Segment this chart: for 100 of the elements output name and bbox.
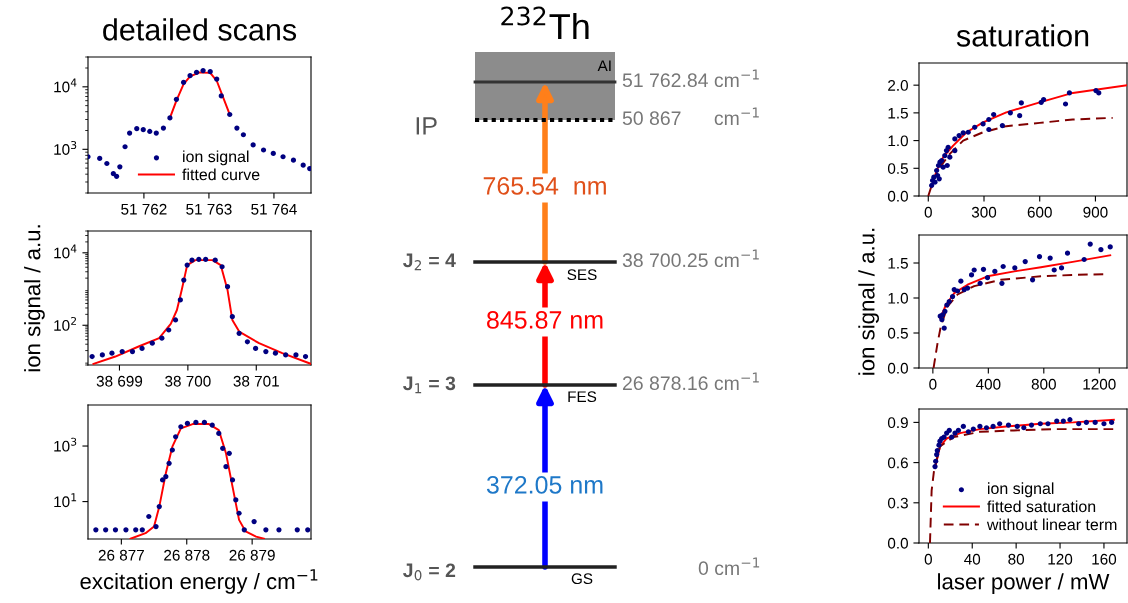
point bbox=[117, 164, 123, 170]
x-tick-label: 51 762 bbox=[121, 203, 167, 215]
point bbox=[184, 420, 190, 427]
point bbox=[1012, 265, 1018, 271]
y-tick-label: 0.0 bbox=[887, 362, 908, 374]
point bbox=[1058, 265, 1065, 271]
y-tick-label: 10$^{1}$ bbox=[54, 493, 77, 508]
y-tick-label: 2.0 bbox=[888, 80, 908, 91]
point bbox=[1021, 425, 1027, 431]
text: FES bbox=[568, 391, 597, 403]
point bbox=[110, 171, 116, 177]
point bbox=[986, 116, 992, 123]
point bbox=[965, 129, 971, 135]
y-tick-label: 10$^{2}$ bbox=[54, 316, 77, 331]
point bbox=[305, 527, 311, 533]
x-tick-label: 26 877 bbox=[98, 549, 144, 561]
point bbox=[159, 477, 166, 483]
x-tick-label: 0 bbox=[924, 553, 932, 565]
point bbox=[955, 427, 961, 434]
point bbox=[99, 352, 105, 358]
legend-label: ion signal bbox=[988, 482, 1054, 498]
point bbox=[952, 147, 958, 154]
text: J$_{0}$ = 2 bbox=[403, 563, 456, 581]
y-tick-label: 10$^{4}$ bbox=[54, 78, 77, 93]
point bbox=[290, 157, 297, 163]
point bbox=[1101, 421, 1107, 427]
point bbox=[201, 419, 207, 426]
point bbox=[980, 266, 987, 272]
point bbox=[146, 513, 152, 520]
point bbox=[214, 76, 220, 82]
point bbox=[942, 152, 948, 159]
point bbox=[1029, 277, 1036, 283]
point bbox=[153, 130, 159, 136]
point bbox=[1076, 421, 1082, 427]
point bbox=[119, 348, 125, 355]
x-axis-title: laser power / mW bbox=[938, 573, 1110, 594]
x-tick-label: 800 bbox=[1031, 378, 1056, 390]
x-tick-label: 26 879 bbox=[229, 549, 275, 561]
y-tick-label: 0.5 bbox=[887, 327, 908, 339]
point bbox=[1064, 250, 1071, 256]
text: $^{232}$Th bbox=[501, 6, 589, 40]
point bbox=[250, 142, 256, 148]
point bbox=[933, 458, 939, 464]
point bbox=[193, 419, 199, 426]
point bbox=[252, 345, 259, 351]
x-tick-label: 38 700 bbox=[165, 375, 211, 387]
text: J$_{1}$ = 3 bbox=[403, 376, 456, 394]
point bbox=[999, 123, 1005, 129]
point bbox=[952, 136, 958, 142]
point bbox=[104, 160, 110, 167]
point bbox=[1081, 256, 1087, 263]
point bbox=[103, 527, 109, 533]
point bbox=[1083, 419, 1089, 425]
y-tick-label: 0.9 bbox=[887, 417, 908, 429]
point bbox=[159, 335, 165, 341]
point bbox=[983, 425, 990, 431]
point bbox=[219, 264, 225, 270]
point bbox=[109, 350, 115, 356]
x-tick-label: 0 bbox=[929, 378, 937, 390]
point bbox=[941, 325, 947, 331]
legend-label: ion signal bbox=[183, 150, 249, 166]
point bbox=[112, 527, 119, 533]
y-tick-label: 10$^{4}$ bbox=[54, 244, 77, 259]
point bbox=[203, 256, 209, 263]
point bbox=[166, 327, 172, 333]
point bbox=[263, 527, 269, 533]
point bbox=[97, 155, 103, 162]
point bbox=[1022, 259, 1028, 265]
point bbox=[93, 527, 99, 533]
text: 372.05 nm bbox=[486, 476, 603, 494]
x-tick-label: 26 878 bbox=[164, 549, 210, 561]
point bbox=[977, 280, 983, 286]
point bbox=[153, 523, 159, 530]
y-axis-title: ion signal / a.u. bbox=[24, 225, 45, 372]
x-tick-label: 51 763 bbox=[186, 203, 232, 215]
point bbox=[971, 267, 977, 273]
x-tick-label: 1200 bbox=[1083, 378, 1116, 390]
x-tick-label: 38 701 bbox=[233, 375, 279, 387]
y-tick-label: 0.0 bbox=[887, 190, 908, 202]
text: AI bbox=[597, 60, 611, 71]
x-tick-label: 400 bbox=[975, 378, 1001, 390]
point bbox=[180, 79, 187, 86]
text: SES bbox=[567, 269, 597, 281]
y-tick-label: 0.6 bbox=[887, 457, 908, 469]
x-tick-label: 38 699 bbox=[96, 375, 143, 387]
point bbox=[300, 162, 306, 168]
point bbox=[1062, 101, 1069, 107]
x-tick-label: 300 bbox=[971, 206, 997, 218]
text: 0 cm$^{−1}$ bbox=[698, 557, 760, 576]
point bbox=[236, 510, 242, 516]
point bbox=[223, 464, 229, 470]
point bbox=[229, 477, 236, 483]
point bbox=[149, 340, 155, 346]
point bbox=[139, 527, 145, 533]
point bbox=[977, 423, 983, 430]
x-tick-label: 600 bbox=[1027, 206, 1052, 218]
point bbox=[272, 350, 279, 356]
chart-title: detailed scans bbox=[103, 18, 297, 41]
point bbox=[956, 133, 962, 139]
point bbox=[240, 132, 246, 138]
